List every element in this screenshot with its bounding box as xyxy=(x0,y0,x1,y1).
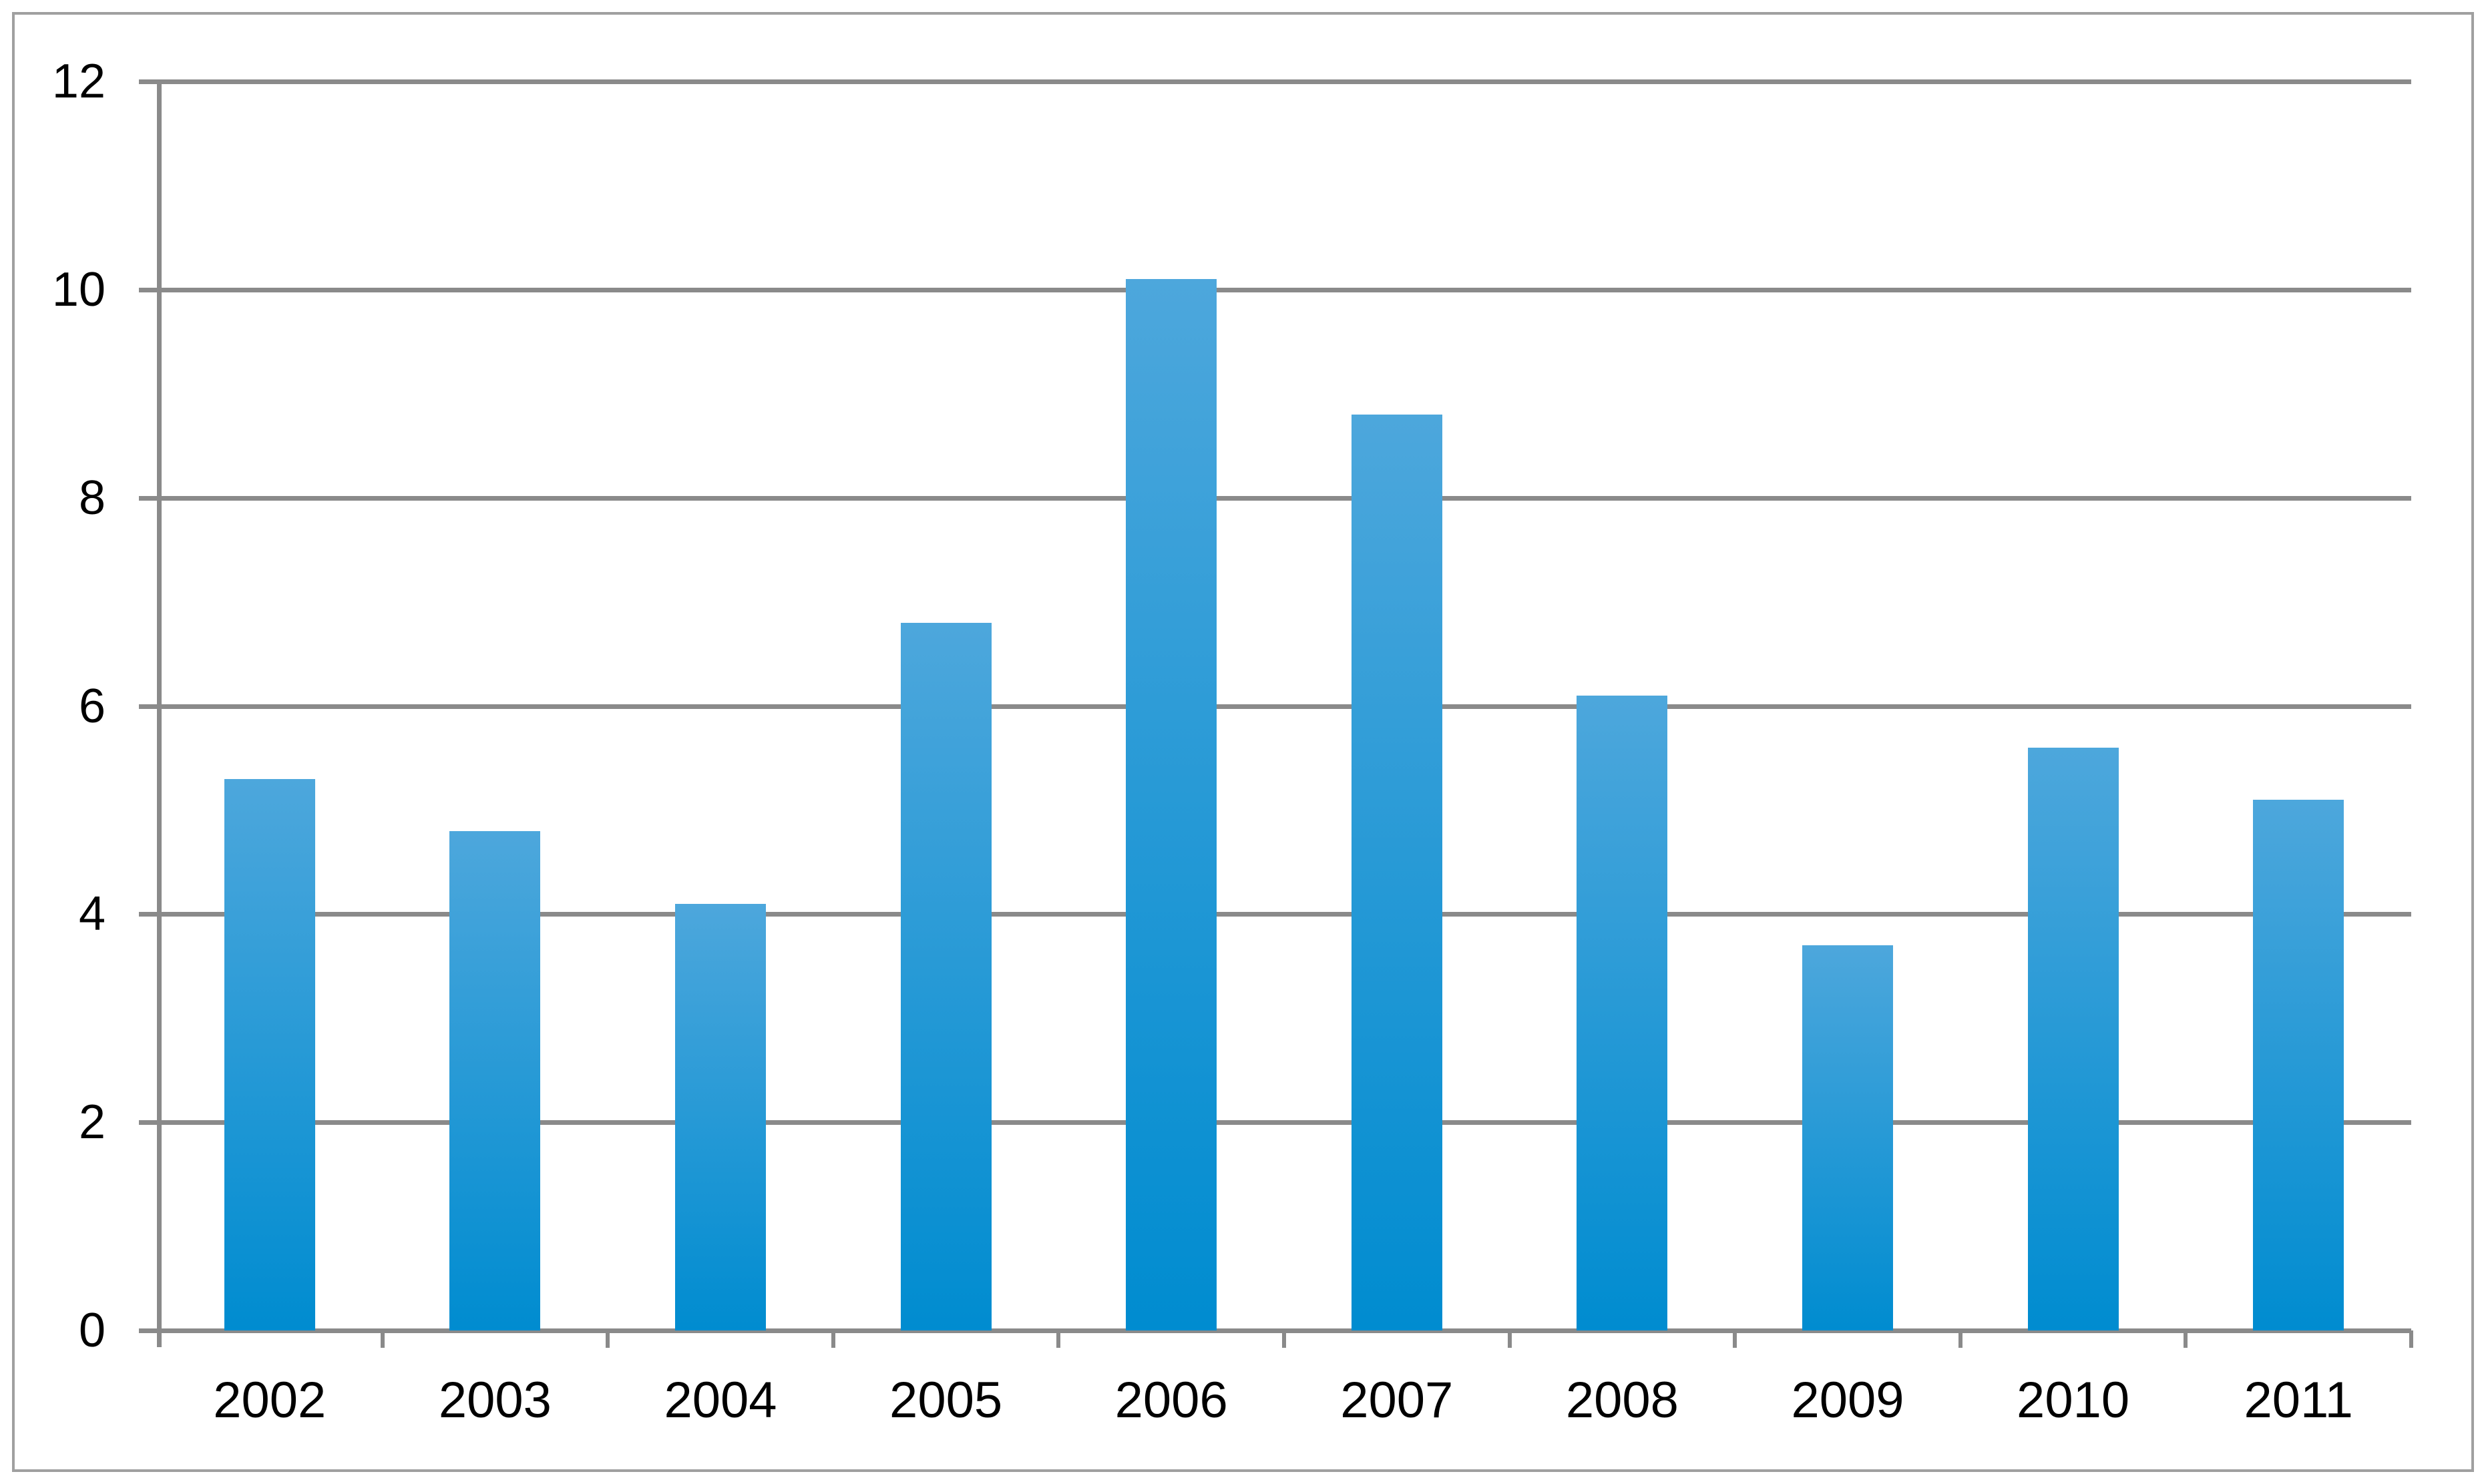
plot-area xyxy=(139,79,2413,1348)
x-axis-tick xyxy=(380,1330,385,1348)
x-axis-line xyxy=(139,1328,2411,1333)
x-axis-tick xyxy=(1282,1330,1286,1348)
x-axis-tick xyxy=(1507,1330,1512,1348)
y-tick-label: 8 xyxy=(78,471,106,525)
x-category-label: 2004 xyxy=(664,1372,777,1429)
bar-2010 xyxy=(2027,747,2119,1330)
bar-2011 xyxy=(2253,799,2344,1330)
x-category-label: 2005 xyxy=(889,1372,1003,1429)
y-gridline xyxy=(139,704,2411,709)
y-tick-label: 0 xyxy=(78,1304,106,1357)
bar-2006 xyxy=(1126,279,1217,1330)
y-gridline xyxy=(139,912,2411,917)
y-tick-label: 10 xyxy=(51,262,106,316)
bar-2003 xyxy=(449,830,541,1330)
x-axis-tick xyxy=(1056,1330,1061,1348)
x-axis-tick xyxy=(831,1330,835,1348)
x-category-label: 2009 xyxy=(1791,1372,1904,1429)
x-category-label: 2003 xyxy=(438,1372,552,1429)
y-gridline xyxy=(139,287,2411,292)
x-category-label: 2011 xyxy=(2244,1372,2353,1429)
bar-2007 xyxy=(1351,414,1442,1330)
x-category-label: 2008 xyxy=(1565,1372,1679,1429)
x-category-label: 2006 xyxy=(1114,1372,1228,1429)
y-tick-label: 6 xyxy=(78,679,106,733)
bar-2008 xyxy=(1577,695,1668,1330)
y-tick-label: 12 xyxy=(51,55,106,108)
bar-2009 xyxy=(1802,945,1893,1330)
x-axis-tick xyxy=(606,1330,610,1348)
bar-2005 xyxy=(900,622,992,1330)
x-axis-tick xyxy=(2184,1330,2188,1348)
x-category-label: 2007 xyxy=(1340,1372,1454,1429)
y-tick-label: 4 xyxy=(78,887,106,941)
x-category-label: 2002 xyxy=(213,1372,327,1429)
x-axis-tick xyxy=(1733,1330,1737,1348)
y-gridline xyxy=(139,1120,2411,1126)
y-tick-label: 2 xyxy=(78,1095,106,1150)
bar-2002 xyxy=(224,778,315,1330)
x-axis-tick xyxy=(1958,1330,1962,1348)
y-gridline xyxy=(139,495,2411,501)
x-axis-tick xyxy=(2409,1330,2413,1348)
bar-2004 xyxy=(675,903,766,1330)
x-category-label: 2010 xyxy=(2017,1372,2130,1429)
y-gridline xyxy=(139,79,2411,84)
y-axis-line xyxy=(157,81,162,1347)
